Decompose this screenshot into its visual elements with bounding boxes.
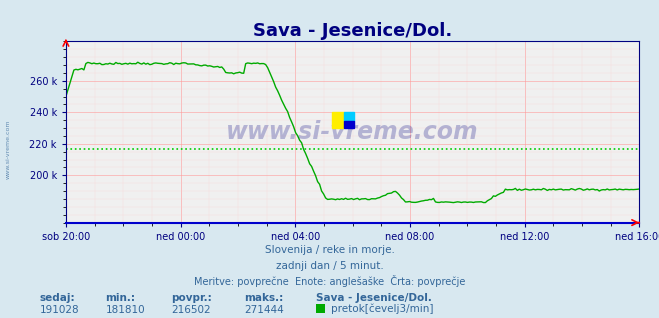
Text: www.si-vreme.com: www.si-vreme.com bbox=[226, 120, 479, 144]
Text: zadnji dan / 5 minut.: zadnji dan / 5 minut. bbox=[275, 261, 384, 271]
Bar bbox=[345, 121, 355, 128]
Text: min.:: min.: bbox=[105, 293, 136, 302]
Text: 216502: 216502 bbox=[171, 305, 211, 315]
Text: 271444: 271444 bbox=[244, 305, 283, 315]
Text: Slovenija / reke in morje.: Slovenija / reke in morje. bbox=[264, 245, 395, 255]
Text: 191028: 191028 bbox=[40, 305, 79, 315]
Text: pretok[čevelj3/min]: pretok[čevelj3/min] bbox=[331, 303, 434, 314]
Text: sedaj:: sedaj: bbox=[40, 293, 75, 302]
Bar bbox=[333, 112, 345, 128]
Title: Sava - Jesenice/Dol.: Sava - Jesenice/Dol. bbox=[253, 22, 452, 40]
Text: povpr.:: povpr.: bbox=[171, 293, 212, 302]
Text: www.si-vreme.com: www.si-vreme.com bbox=[5, 120, 11, 179]
Text: Sava - Jesenice/Dol.: Sava - Jesenice/Dol. bbox=[316, 293, 432, 302]
Text: Meritve: povprečne  Enote: anglešaške  Črta: povprečje: Meritve: povprečne Enote: anglešaške Črt… bbox=[194, 275, 465, 287]
Text: 181810: 181810 bbox=[105, 305, 145, 315]
Bar bbox=[345, 112, 355, 121]
Text: maks.:: maks.: bbox=[244, 293, 283, 302]
